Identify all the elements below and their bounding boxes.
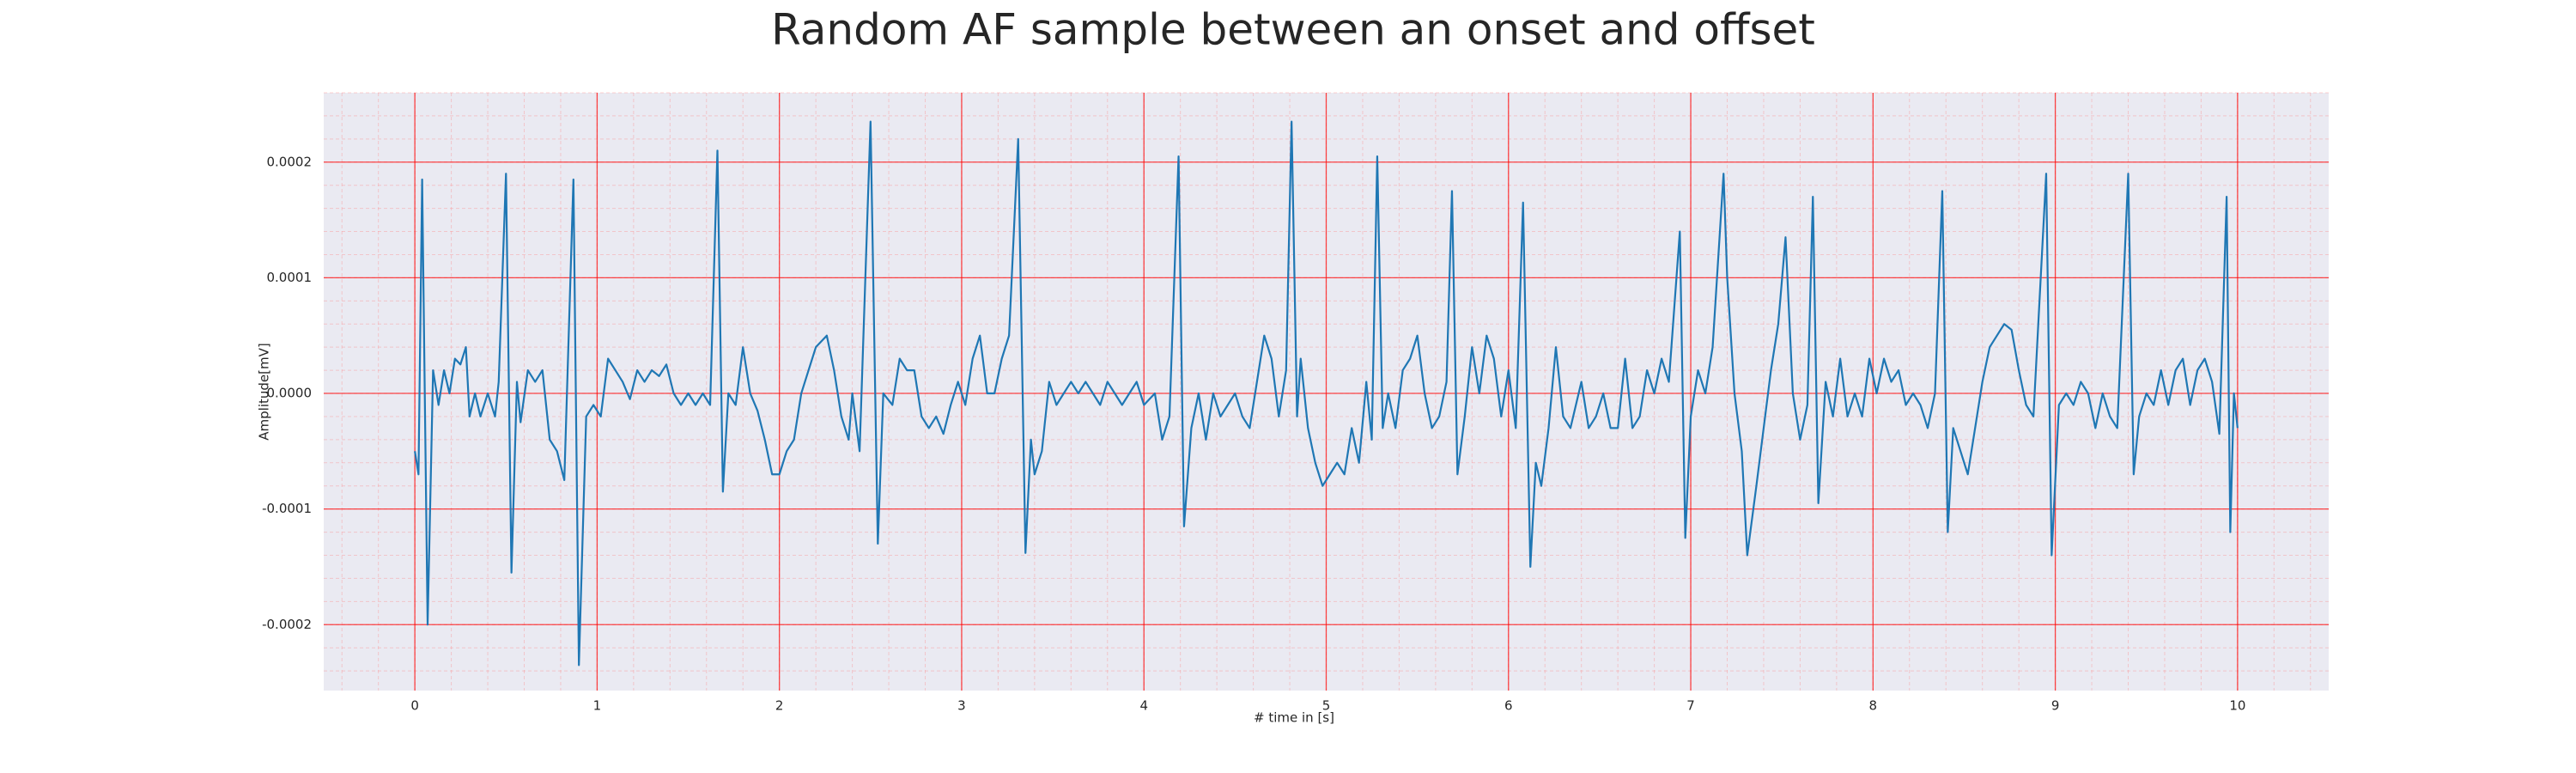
x-tick-label: 1 [593,698,602,714]
x-axis-label: # time in [s] [1254,710,1334,726]
y-tick-label: 0.0002 [267,154,313,169]
x-tick-label: 0 [410,698,419,714]
x-tick-label: 4 [1139,698,1148,714]
y-tick-label: -0.0001 [262,501,312,516]
y-tick-label: 0.0000 [267,386,313,401]
y-tick-label: 0.0001 [267,270,313,285]
x-tick-label: 7 [1686,698,1695,714]
x-tick-label: 6 [1504,698,1513,714]
x-tick-label: 5 [1322,698,1331,714]
x-tick-label: 9 [2051,698,2060,714]
x-tick-label: 10 [2229,698,2245,714]
x-tick-label: 8 [1869,698,1878,714]
x-tick-label: 3 [957,698,966,714]
y-tick-label: -0.0002 [262,617,312,632]
chart-title: Random AF sample between an onset and of… [771,5,1815,55]
x-tick-label: 2 [775,698,784,714]
y-axis-label: Amplitude[mV] [257,343,272,440]
signal-line [414,120,2239,666]
